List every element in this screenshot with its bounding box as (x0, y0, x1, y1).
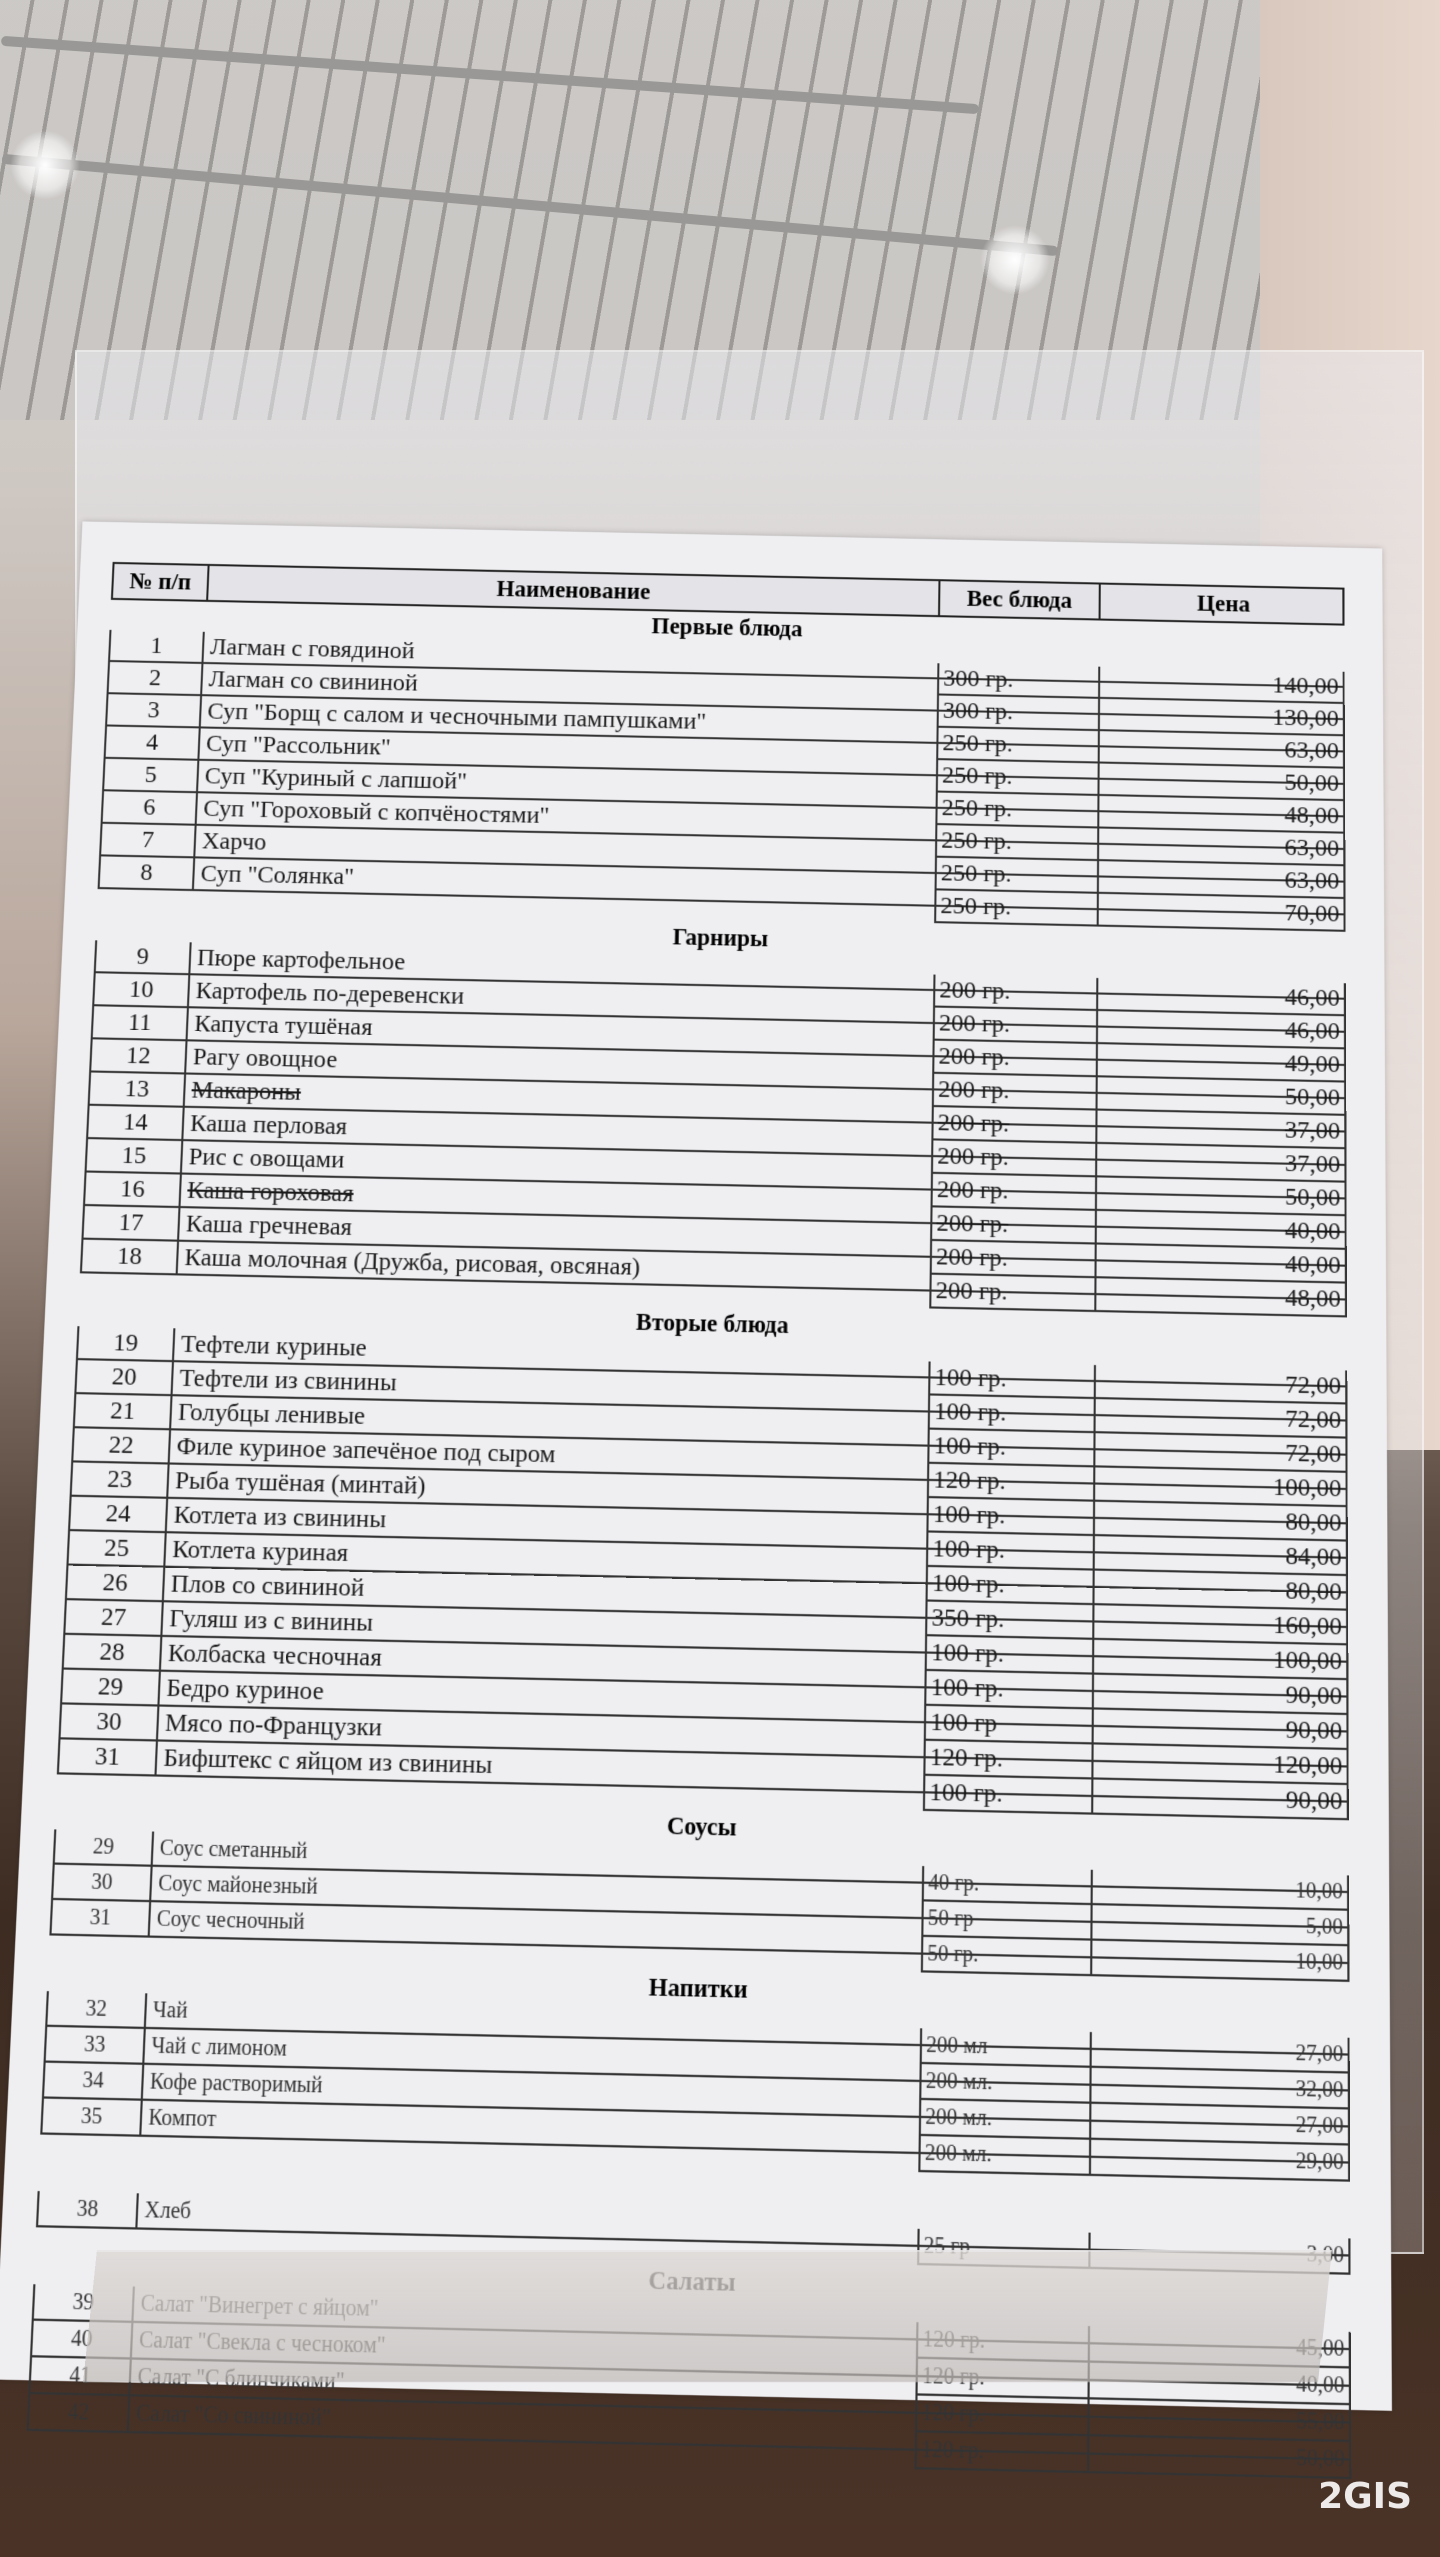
item-number: 5 (102, 759, 199, 793)
menu-table: № п/п Наименование Вес блюда Цена Первые… (25, 562, 1351, 2484)
ceiling-light (10, 130, 80, 200)
item-number: 27 (63, 1600, 164, 1637)
item-weight: 50 гр. (921, 1937, 1091, 1976)
item-number: 18 (80, 1240, 179, 1276)
menu-section: Первые блюда 1 Лагман с говядиной 300 гр. 14… (98, 600, 1346, 916)
item-number: 31 (49, 1900, 151, 1938)
item-number: 13 (88, 1072, 187, 1107)
item-number: 25 (66, 1531, 166, 1568)
item-number: 9 (94, 940, 192, 975)
item-number: 34 (42, 2063, 144, 2101)
item-number: 28 (62, 1635, 163, 1672)
item-number: 26 (65, 1566, 165, 1603)
menu-sheet: № п/п Наименование Вес блюда Цена Первые… (0, 521, 1392, 2410)
item-price: 90,00 (1091, 1780, 1349, 1821)
item-number: 6 (101, 791, 198, 826)
item-number: 31 (57, 1739, 158, 1776)
menu-section: Вторые блюда 19 Тефтели куриные 100 гр. 72,0… (57, 1294, 1349, 1802)
item-number: 24 (68, 1497, 168, 1534)
item-number: 3 (105, 694, 202, 728)
item-number: 1 (108, 630, 205, 664)
item-number: 42 (27, 2394, 131, 2433)
item-number: 38 (36, 2191, 139, 2230)
item-number: 30 (58, 1704, 159, 1741)
item-number: 16 (83, 1173, 182, 1209)
watermark-logo: 2GIS (1318, 2476, 1412, 2517)
item-weight: 200 гр. (929, 1275, 1094, 1312)
item-number: 12 (89, 1039, 187, 1074)
item-number: 8 (98, 856, 196, 891)
ceiling-light (980, 225, 1050, 295)
item-number: 29 (53, 1829, 155, 1866)
item-number: 2 (107, 662, 204, 696)
menu-section: Гарниры 9 Пюре картофельное 200 гр. 46,00 10 К… (80, 910, 1347, 1301)
item-number: 10 (92, 973, 190, 1008)
item-number: 30 (51, 1865, 153, 1903)
menu-sections: Первые блюда 1 Лагман с говядиной 300 гр. 14… (27, 600, 1352, 2461)
item-number: 15 (85, 1139, 184, 1175)
item-number: 17 (81, 1206, 180, 1242)
item-number: 19 (76, 1326, 176, 1362)
item-price: 48,00 (1094, 1278, 1347, 1317)
item-number: 32 (45, 1991, 147, 2029)
item-number: 23 (70, 1462, 170, 1498)
menu-section: Напитки 32 Чай 200 мл 27,00 33 Чай с лимоном 20… (40, 1958, 1350, 2164)
item-weight: 250 гр. (934, 890, 1097, 926)
item-number: 35 (40, 2099, 143, 2137)
stand-base (83, 2250, 1332, 2382)
item-number: 20 (74, 1360, 174, 1396)
item-number: 4 (104, 726, 201, 760)
item-number: 33 (44, 2027, 146, 2065)
item-number: 14 (86, 1106, 185, 1141)
item-weight: 100 гр. (923, 1776, 1091, 1815)
item-price: 29,00 (1089, 2140, 1350, 2182)
item-number: 7 (99, 824, 197, 859)
item-price: 10,00 (1090, 1941, 1349, 1982)
menu-section: Соусы 29 Соус сметанный 40 гр. 10,00 30 Соус м… (49, 1796, 1349, 1964)
item-number: 11 (91, 1006, 189, 1041)
item-price: 50,00 (1087, 2436, 1351, 2479)
item-number: 22 (71, 1428, 171, 1464)
item-weight: 120 гр. (914, 2432, 1087, 2473)
header-num: № п/п (113, 564, 210, 600)
header-price: Цена (1101, 585, 1347, 624)
item-weight: 200 мл. (918, 2136, 1089, 2176)
item-number: 21 (73, 1394, 173, 1430)
item-number: 29 (60, 1670, 161, 1707)
item-price: 70,00 (1097, 894, 1346, 932)
header-weight: Вес блюда (940, 581, 1101, 618)
